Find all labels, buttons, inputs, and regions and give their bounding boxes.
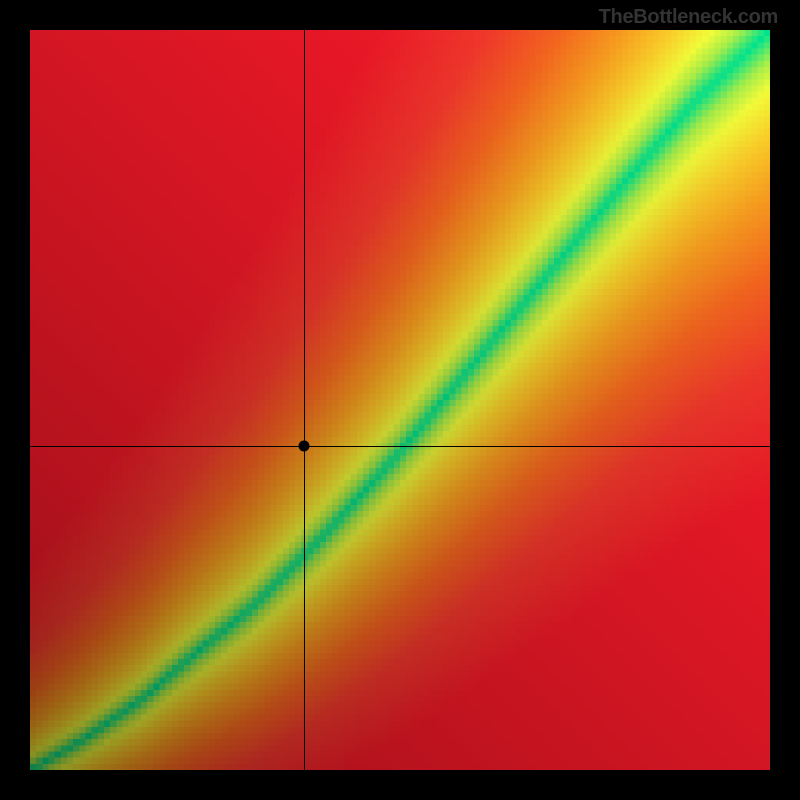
- heatmap-canvas: [30, 30, 770, 770]
- crosshair-vertical: [304, 30, 305, 770]
- crosshair-horizontal: [30, 446, 770, 447]
- crosshair-marker-dot: [298, 440, 309, 451]
- watermark-text: TheBottleneck.com: [599, 6, 778, 29]
- heatmap-plot: [30, 30, 770, 770]
